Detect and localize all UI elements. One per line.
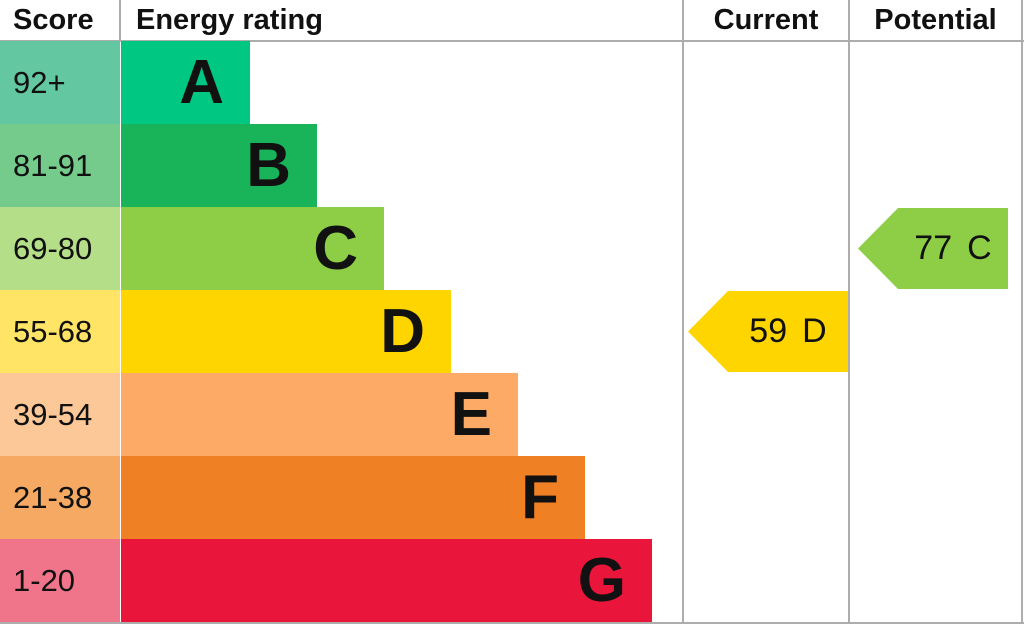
- band-bar-d: D: [121, 290, 451, 373]
- header-current: Current: [713, 4, 819, 36]
- score-range-a: 92+: [0, 41, 120, 124]
- current-score: 59: [749, 312, 788, 350]
- score-range-e: 39-54: [0, 373, 120, 456]
- potential-score: 77: [914, 229, 953, 267]
- score-range-b: 81-91: [0, 124, 120, 207]
- header-score: Score: [13, 4, 94, 36]
- score-range-f: 21-38: [0, 456, 120, 539]
- header-divider-line: [0, 40, 1024, 42]
- score-range-c: 69-80: [0, 207, 120, 290]
- band-row-a: 92+ A: [0, 41, 1024, 124]
- score-range-d: 55-68: [0, 290, 120, 373]
- band-bar-a: A: [121, 41, 250, 124]
- potential-column-divider: [848, 0, 850, 624]
- band-row-c: 69-80 C: [0, 207, 1024, 290]
- band-bar-g: G: [121, 539, 652, 622]
- potential-band-letter: C: [967, 229, 992, 267]
- band-row-b: 81-91 B: [0, 124, 1024, 207]
- right-border-line: [1021, 0, 1023, 624]
- band-bar-e: E: [121, 373, 518, 456]
- score-range-g: 1-20: [0, 539, 120, 622]
- bottom-border-line: [0, 622, 1024, 624]
- current-band-letter: D: [802, 312, 827, 350]
- band-row-f: 21-38 F: [0, 456, 1024, 539]
- band-row-e: 39-54 E: [0, 373, 1024, 456]
- header-potential: Potential: [874, 4, 997, 36]
- band-bar-c: C: [121, 207, 384, 290]
- band-bar-b: B: [121, 124, 317, 207]
- band-row-d: 55-68 D: [0, 290, 1024, 373]
- score-column-divider: [119, 0, 121, 41]
- band-row-g: 1-20 G: [0, 539, 1024, 622]
- current-column-divider: [682, 0, 684, 624]
- header-energy-rating: Energy rating: [136, 4, 323, 36]
- band-bar-f: F: [121, 456, 585, 539]
- current-rating-arrow: 59 D: [688, 291, 848, 372]
